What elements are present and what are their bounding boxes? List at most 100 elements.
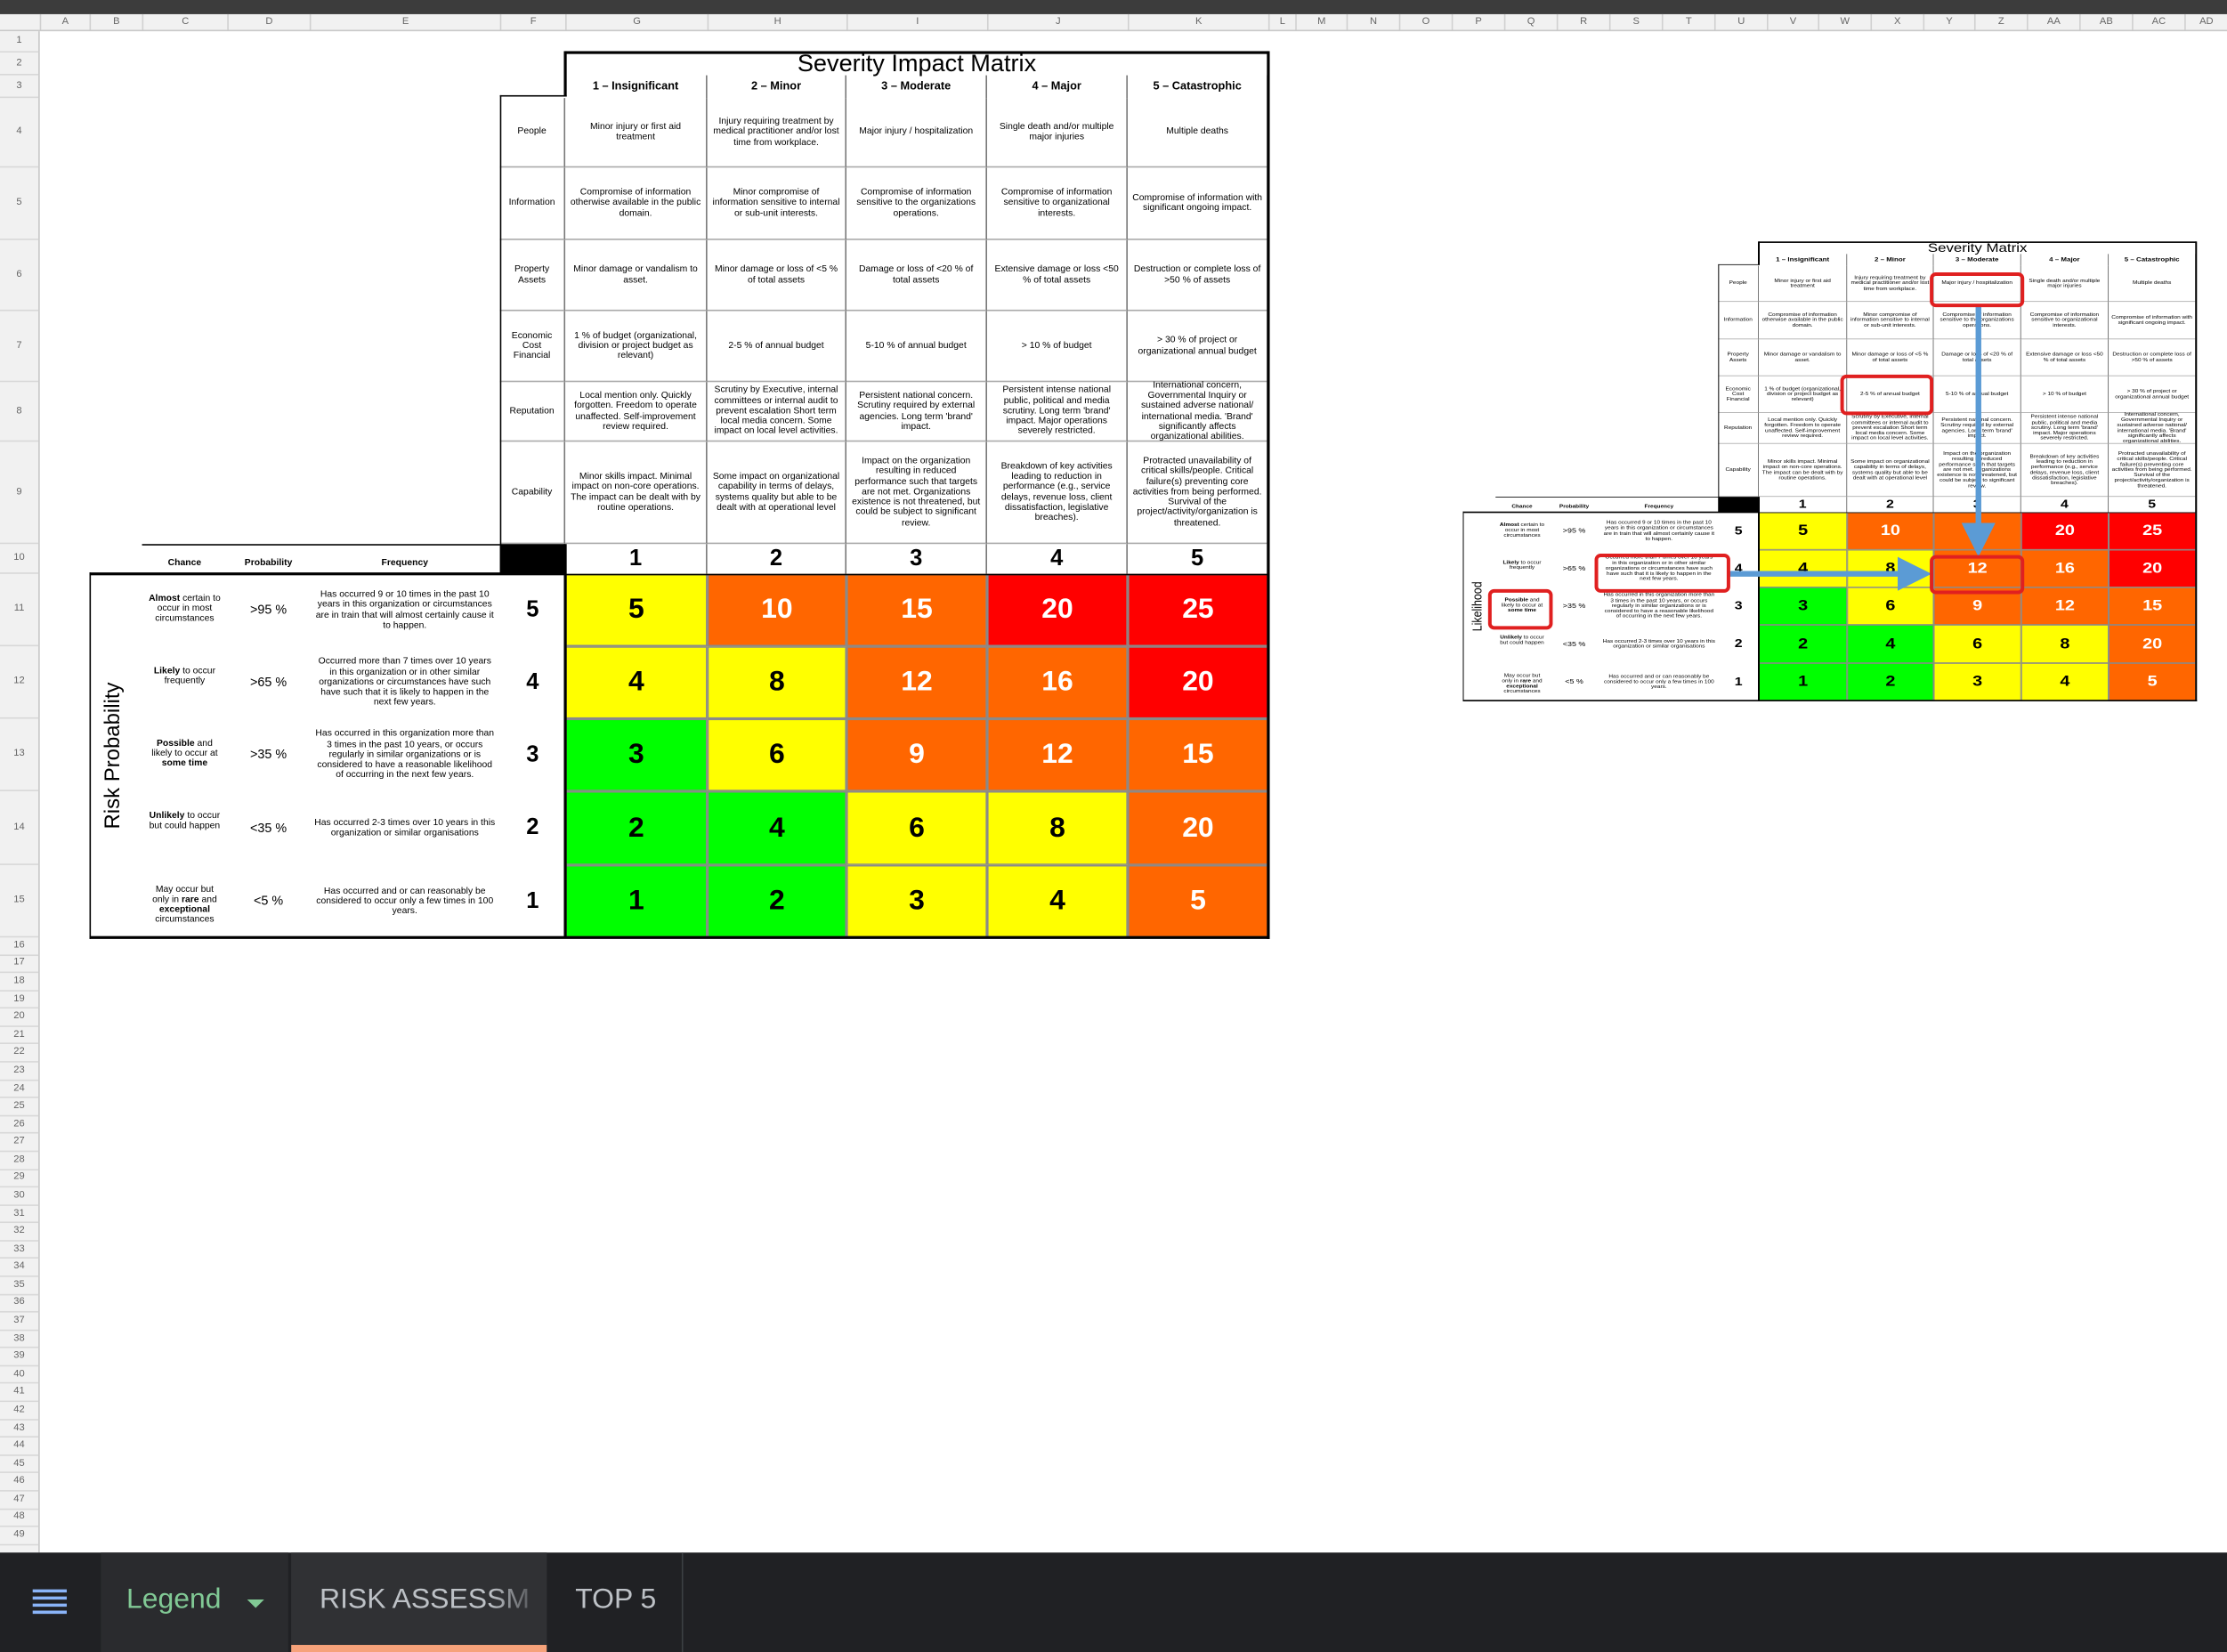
category-label: Property Assets: [499, 239, 566, 312]
chance-segment: Likely: [1502, 559, 1519, 565]
row-number: 47: [0, 1492, 39, 1510]
column-header: Chance: [167, 558, 202, 569]
likelihood-level: 1: [1734, 675, 1743, 688]
impact-cell: Minor skills impact. Minimal impact on n…: [565, 441, 708, 545]
impact-cell: 2-5 % of annual budget: [707, 311, 847, 383]
border-line: [1267, 51, 1269, 939]
row-number: 21: [0, 1027, 39, 1045]
risk-score: 15: [846, 573, 987, 647]
row-number: 25: [0, 1098, 39, 1117]
risk-score: 4: [2020, 662, 2110, 701]
frequency: Occurred more than 7 times over 10 years…: [1605, 555, 1713, 582]
row-number: 32: [0, 1223, 39, 1242]
severity-level: 4: [2021, 497, 2110, 513]
column-letter: G: [565, 13, 708, 30]
category-label: Capability: [1718, 443, 1759, 498]
row-number: 36: [0, 1295, 39, 1313]
border-line: [1495, 496, 1719, 498]
risk-score: 2: [707, 864, 847, 938]
row-number: 45: [0, 1455, 39, 1474]
column-header: Probability: [1559, 504, 1590, 510]
probability: >95 %: [250, 603, 287, 618]
impact-cell: Extensive damage or loss <50 % of total …: [2020, 339, 2110, 377]
category-label: Information: [499, 167, 566, 240]
chance-segment: rare: [1519, 678, 1532, 684]
impact-cell: Minor damage or vandalism to asset.: [565, 239, 708, 312]
tab-label: Legend: [126, 1583, 222, 1616]
column-letter: U: [1713, 13, 1767, 30]
matrix-title: Severity Impact Matrix: [797, 49, 1037, 77]
column-letter: K: [1127, 13, 1268, 30]
impact-cell: Breakdown of key activities leading to r…: [2020, 443, 2110, 498]
risk-score: 20: [2020, 512, 2110, 550]
risk-score: 4: [1847, 624, 1934, 663]
chance-text: Likely to occur frequently: [1495, 550, 1549, 587]
sheet-tab-active[interactable]: RISK ASSESSM: [291, 1552, 547, 1652]
all-sheets-button[interactable]: [0, 1552, 100, 1652]
likelihood-level: 2: [1734, 637, 1743, 651]
row-number: 35: [0, 1277, 39, 1295]
row-number: 5: [0, 167, 39, 240]
risk-score: 16: [986, 646, 1128, 719]
row-number: 43: [0, 1420, 39, 1438]
chance-segment: some time: [161, 758, 208, 769]
impact-cell: Compromise of information sensitive to o…: [2020, 302, 2110, 340]
risk-score: 10: [1847, 512, 1934, 550]
probability: >65 %: [250, 675, 287, 690]
risk-score: 12: [846, 646, 987, 719]
row-number: 17: [0, 955, 39, 974]
frequency: Has occurred and or can reasonably be co…: [1603, 674, 1714, 690]
chance-segment: Likely: [153, 665, 181, 676]
frequency: Has occurred 9 or 10 times in the past 1…: [315, 589, 494, 631]
likelihood-level: 5: [1734, 524, 1743, 538]
column-letter: N: [1346, 13, 1399, 30]
chance-segment: to occur but could happen: [149, 811, 221, 832]
border-line: [563, 51, 566, 97]
risk-score: 10: [707, 573, 847, 647]
frequency: Has occurred in this organization more t…: [315, 729, 495, 781]
likelihood-level: 4: [526, 669, 539, 694]
border-line: [1718, 263, 1760, 265]
chance-text: May occur but only in rare and exception…: [142, 865, 228, 937]
column-letter: Y: [1923, 13, 1974, 30]
category-label: Economic Cost Financial: [499, 311, 566, 383]
impact-cell: Minor injury or first aid treatment: [565, 98, 708, 168]
column-header: Frequency: [1644, 504, 1674, 510]
severity-level: 3: [846, 544, 987, 574]
risk-score: 15: [2109, 587, 2197, 625]
border-line: [1758, 241, 1760, 265]
impact-cell: 1 % of budget (organizational, division …: [565, 311, 708, 383]
sheet-tab[interactable]: TOP 5: [547, 1552, 684, 1652]
row-number: 14: [0, 791, 39, 865]
highlight-box: [1930, 272, 2025, 308]
column-letter: L: [1267, 13, 1295, 30]
row-number: 4: [0, 98, 39, 168]
border-line: [498, 94, 502, 574]
row-number: 37: [0, 1313, 39, 1331]
column-letter: J: [986, 13, 1128, 30]
frequency: Has occurred 9 or 10 times in the past 1…: [1603, 520, 1715, 542]
risk-score: 9: [846, 718, 987, 791]
column-letter: O: [1398, 13, 1452, 30]
border-line: [142, 543, 500, 546]
category-label: Property Assets: [1718, 339, 1759, 377]
sheet-tab[interactable]: Legend: [101, 1552, 288, 1652]
header-fill: [1718, 497, 1759, 513]
impact-cell: > 10 % of budget: [986, 311, 1128, 383]
border-line: [88, 572, 92, 939]
chance-segment: exceptional: [1506, 684, 1538, 689]
chance-segment: and: [198, 895, 217, 905]
impact-cell: Scrutiny by Executive, internal committe…: [1847, 412, 1934, 444]
row-number: 24: [0, 1081, 39, 1098]
highlight-box: [1487, 588, 1553, 630]
risk-score: 8: [2020, 624, 2110, 663]
border-line: [89, 935, 1269, 939]
likelihood-level: 2: [526, 815, 539, 840]
risk-score: 3: [565, 718, 708, 791]
row-number: 6: [0, 240, 39, 312]
column-letter: F: [499, 13, 565, 30]
chance-segment: exceptional: [158, 904, 210, 915]
row-number: 23: [0, 1063, 39, 1081]
column-letter: Z: [1973, 13, 2027, 30]
